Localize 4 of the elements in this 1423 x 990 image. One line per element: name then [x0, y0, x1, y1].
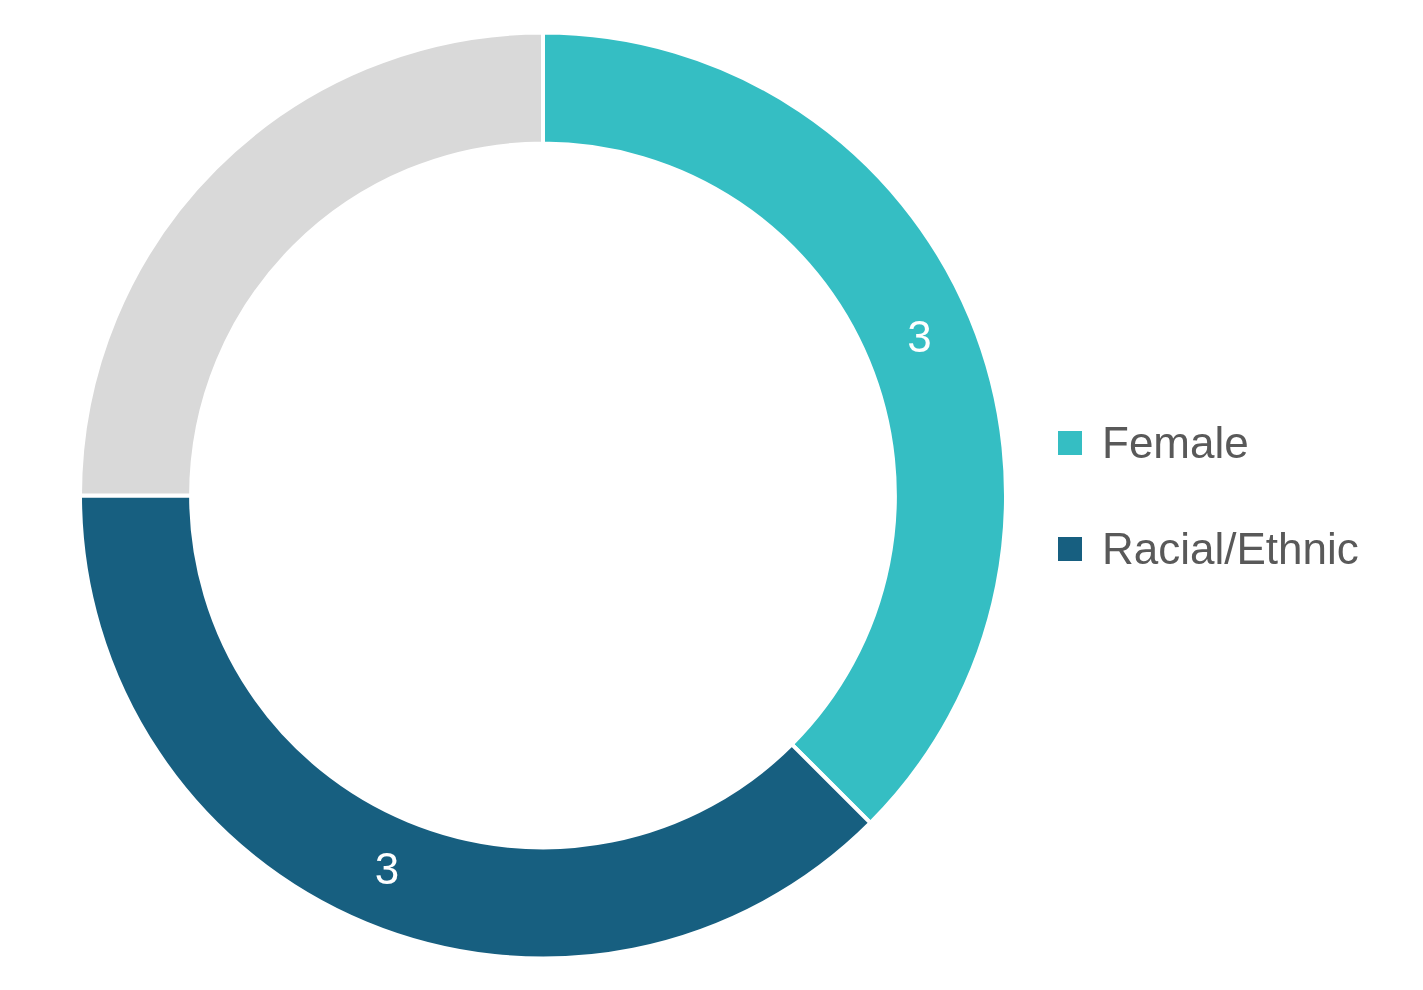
data-label: 3 [374, 844, 400, 894]
legend-label: Female [1102, 416, 1250, 469]
data-label: 3 [907, 311, 932, 361]
legend-label: Racial/Ethnic [1102, 522, 1360, 575]
